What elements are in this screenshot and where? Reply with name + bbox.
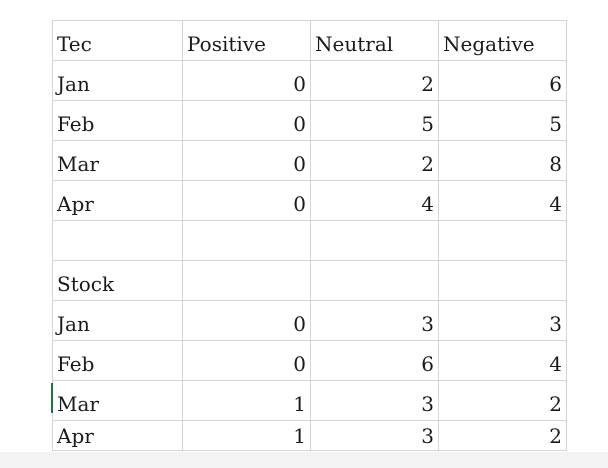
table-row: Apr 0 4 4 bbox=[52, 180, 567, 221]
cell-negative[interactable]: 2 bbox=[438, 420, 567, 451]
table-row: Feb 0 6 4 bbox=[52, 340, 567, 381]
cell-neutral[interactable]: 6 bbox=[310, 340, 439, 381]
cell-negative[interactable]: 6 bbox=[438, 60, 567, 101]
cell-month[interactable]: Apr bbox=[52, 180, 183, 221]
cell-positive[interactable]: 0 bbox=[182, 180, 311, 221]
cell-month[interactable]: Feb bbox=[52, 100, 183, 141]
cell-month[interactable]: Feb bbox=[52, 340, 183, 381]
table-row: Jan 0 3 3 bbox=[52, 300, 567, 341]
cell-negative[interactable]: 8 bbox=[438, 140, 567, 181]
cell-neutral[interactable]: 3 bbox=[310, 380, 439, 421]
cell-positive[interactable]: 0 bbox=[182, 340, 311, 381]
cell-negative[interactable]: 4 bbox=[438, 180, 567, 221]
spreadsheet-grid: Tec Positive Neutral Negative Jan 0 2 6 … bbox=[52, 20, 567, 451]
cell-neutral[interactable]: 3 bbox=[310, 300, 439, 341]
cell-neutral[interactable]: 2 bbox=[310, 60, 439, 101]
cell-empty[interactable] bbox=[182, 260, 311, 301]
table-row: Stock bbox=[52, 260, 567, 301]
cell-neutral[interactable]: 3 bbox=[310, 420, 439, 451]
cell-positive[interactable]: 0 bbox=[182, 140, 311, 181]
cell-month[interactable]: Mar bbox=[52, 380, 183, 421]
cell-month[interactable]: Mar bbox=[52, 140, 183, 181]
cell-negative[interactable]: 5 bbox=[438, 100, 567, 141]
bottom-strip bbox=[0, 452, 608, 468]
table-row: Mar 1 3 2 bbox=[52, 380, 567, 421]
cell-positive[interactable]: 0 bbox=[182, 100, 311, 141]
cell-month[interactable]: Apr bbox=[52, 420, 183, 451]
cell-empty[interactable] bbox=[438, 260, 567, 301]
table-row: Tec Positive Neutral Negative bbox=[52, 20, 567, 61]
cell-header-positive[interactable]: Positive bbox=[182, 20, 311, 61]
cell-empty[interactable] bbox=[52, 220, 183, 261]
cell-negative[interactable]: 3 bbox=[438, 300, 567, 341]
cell-header-negative[interactable]: Negative bbox=[438, 20, 567, 61]
cell-empty[interactable] bbox=[438, 220, 567, 261]
cell-positive[interactable]: 1 bbox=[182, 420, 311, 451]
table-row: Jan 0 2 6 bbox=[52, 60, 567, 101]
cell-header-label[interactable]: Tec bbox=[52, 20, 183, 61]
cell-negative[interactable]: 4 bbox=[438, 340, 567, 381]
cell-neutral[interactable]: 5 bbox=[310, 100, 439, 141]
cell-empty[interactable] bbox=[310, 220, 439, 261]
cell-month[interactable]: Jan bbox=[52, 300, 183, 341]
cell-positive[interactable]: 1 bbox=[182, 380, 311, 421]
cell-negative[interactable]: 2 bbox=[438, 380, 567, 421]
cell-header-neutral[interactable]: Neutral bbox=[310, 20, 439, 61]
cell-positive[interactable]: 0 bbox=[182, 300, 311, 341]
cell-positive[interactable]: 0 bbox=[182, 60, 311, 101]
cell-empty[interactable] bbox=[182, 220, 311, 261]
cell-neutral[interactable]: 2 bbox=[310, 140, 439, 181]
table-row: Apr 1 3 2 bbox=[52, 420, 567, 451]
cell-section-label[interactable]: Stock bbox=[52, 260, 183, 301]
cell-neutral[interactable]: 4 bbox=[310, 180, 439, 221]
table-row: Feb 0 5 5 bbox=[52, 100, 567, 141]
cell-month[interactable]: Jan bbox=[52, 60, 183, 101]
table-row-empty bbox=[52, 220, 567, 261]
table-row: Mar 0 2 8 bbox=[52, 140, 567, 181]
cell-empty[interactable] bbox=[310, 260, 439, 301]
active-cell-marker bbox=[51, 383, 53, 413]
